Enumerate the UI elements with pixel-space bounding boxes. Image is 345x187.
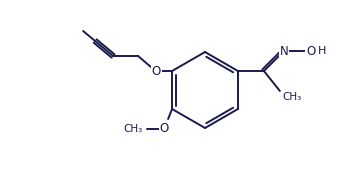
Text: O: O — [151, 65, 161, 77]
Text: N: N — [279, 45, 288, 57]
Text: H: H — [318, 46, 326, 56]
Text: O: O — [306, 45, 316, 57]
Text: O: O — [159, 122, 169, 136]
Text: CH₃: CH₃ — [282, 92, 301, 102]
Text: CH₃: CH₃ — [124, 124, 143, 134]
